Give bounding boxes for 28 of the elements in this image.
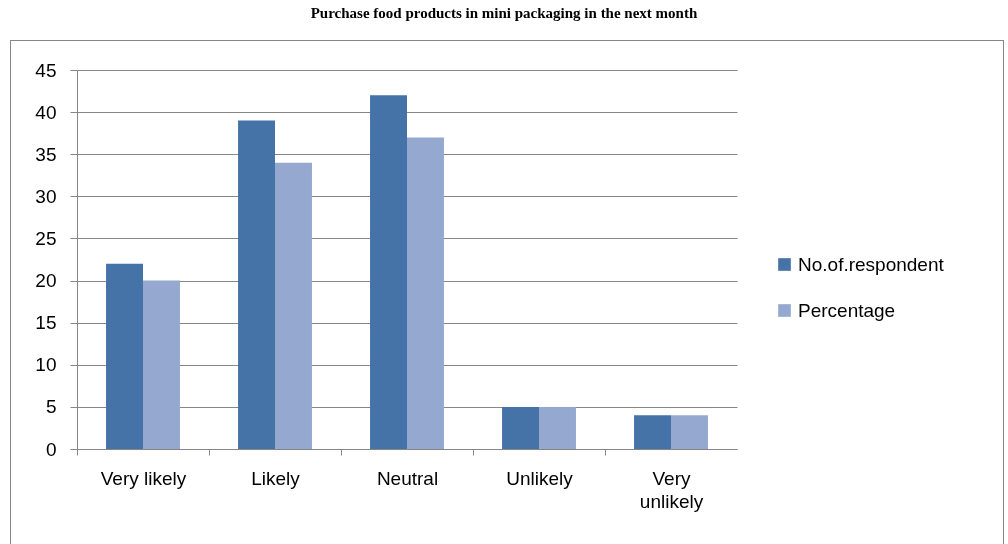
legend-label: No.of.respondent	[798, 253, 945, 275]
bar	[634, 415, 671, 449]
bar	[407, 137, 444, 449]
x-tick-label: Neutral	[376, 467, 439, 489]
y-tick-label: 35	[35, 143, 57, 165]
y-tick-label: 25	[35, 227, 57, 249]
x-tick-label: Very unlikely	[639, 467, 704, 512]
legend-label: Percentage	[798, 299, 896, 321]
chart-title: Purchase food products in mini packaging in the next month	[310, 5, 698, 21]
x-tick-label: Very likely	[100, 467, 187, 489]
y-tick-label: 15	[35, 312, 57, 334]
bar	[539, 406, 576, 449]
y-tick-label: 20	[35, 270, 57, 292]
bar	[238, 120, 275, 449]
y-tick-label: 45	[35, 59, 57, 81]
bar	[370, 95, 407, 449]
bar	[671, 415, 708, 449]
bar	[502, 406, 539, 449]
bar	[275, 162, 312, 449]
y-tick-label: 0	[45, 438, 57, 460]
y-tick-label: 40	[35, 101, 57, 123]
bar	[106, 263, 143, 449]
x-tick-label: Likely	[251, 467, 301, 489]
y-tick-label: 10	[35, 354, 57, 376]
y-tick-label: 5	[45, 396, 57, 418]
y-tick-label: 30	[35, 185, 57, 207]
bar	[143, 280, 180, 449]
x-tick-label: Unlikely	[506, 467, 574, 489]
